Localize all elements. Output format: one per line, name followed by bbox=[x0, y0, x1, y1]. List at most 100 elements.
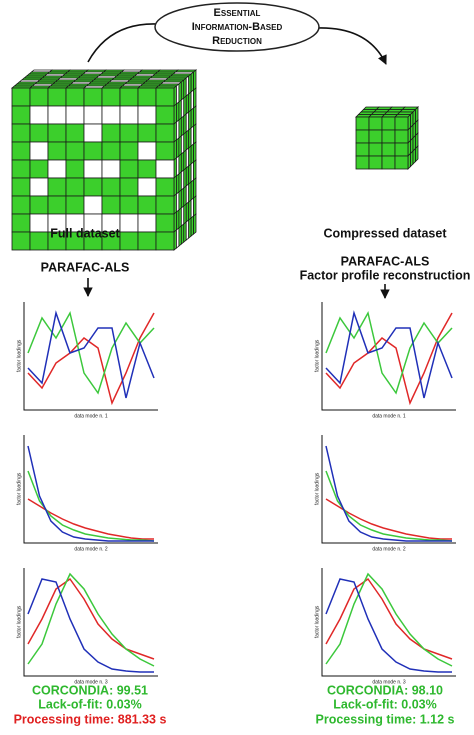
cube-cell bbox=[29, 213, 49, 233]
series-line bbox=[325, 498, 452, 540]
series-line bbox=[325, 572, 453, 667]
cube-cell bbox=[119, 123, 139, 143]
stat: Lack-of-fit: 0.03% bbox=[38, 697, 142, 711]
cube-cell bbox=[193, 159, 197, 181]
cube-cell bbox=[119, 87, 139, 107]
cube-cell bbox=[155, 105, 175, 125]
title-ellipse bbox=[154, 2, 320, 52]
y-axis-label: factor loadings bbox=[16, 605, 22, 638]
dataset-label: Compressed dataset bbox=[324, 226, 448, 240]
cube-cell bbox=[65, 87, 85, 107]
cube-cell bbox=[355, 142, 370, 157]
cube-cell bbox=[355, 155, 370, 170]
x-axis-label: data mode n. 2 bbox=[74, 546, 108, 552]
cube-cell bbox=[119, 105, 139, 125]
series-line bbox=[325, 470, 453, 542]
cube-cell bbox=[193, 69, 197, 91]
title-line: Reduction bbox=[212, 35, 262, 47]
y-axis-label: factor loadings bbox=[314, 472, 320, 505]
cube-cell bbox=[394, 155, 409, 170]
cube-cell bbox=[137, 213, 157, 233]
cube-cell bbox=[155, 213, 175, 233]
method-label: PARAFAC-ALS bbox=[41, 260, 130, 274]
cube-cell bbox=[29, 123, 49, 143]
title-line: Information-Based bbox=[192, 21, 283, 33]
cube-cell bbox=[193, 105, 197, 127]
series-line bbox=[27, 572, 155, 667]
cube-cell bbox=[137, 141, 157, 161]
cube-cell bbox=[381, 116, 396, 131]
series-line bbox=[325, 445, 452, 542]
cube-cell bbox=[101, 159, 121, 179]
cube-cell bbox=[155, 123, 175, 143]
series-line bbox=[325, 577, 453, 660]
cube-cell bbox=[11, 177, 31, 197]
cube-cell bbox=[119, 231, 139, 251]
cube-cell bbox=[101, 195, 121, 215]
cube-cell bbox=[193, 213, 197, 235]
cube-cell bbox=[119, 213, 139, 233]
cube-cell bbox=[47, 105, 67, 125]
series-line bbox=[27, 577, 155, 660]
cube-cell bbox=[47, 195, 67, 215]
cube-cell bbox=[368, 155, 383, 170]
cube-cell bbox=[381, 129, 396, 144]
cube-cell bbox=[83, 177, 103, 197]
cube-cell bbox=[394, 116, 409, 131]
cube-cell bbox=[137, 195, 157, 215]
x-axis-label: data mode n. 2 bbox=[372, 546, 406, 552]
stat: Processing time: 881.33 s bbox=[14, 712, 167, 726]
cube-cell bbox=[65, 141, 85, 161]
cube-cell bbox=[101, 123, 121, 143]
cube-cell bbox=[137, 87, 157, 107]
cube-cell bbox=[11, 195, 31, 215]
cube-cell bbox=[368, 116, 383, 131]
x-axis-label: data mode n. 1 bbox=[372, 413, 406, 419]
title-line: Essential bbox=[214, 7, 261, 19]
cube-cell bbox=[155, 231, 175, 251]
stat: CORCONDIA: 98.10 bbox=[327, 683, 443, 697]
cube-cell bbox=[101, 141, 121, 161]
cube-cell bbox=[11, 141, 31, 161]
axes bbox=[23, 568, 158, 677]
cube-cell bbox=[65, 177, 85, 197]
cube-cell bbox=[193, 177, 197, 199]
series-line bbox=[27, 310, 155, 395]
cube-cell bbox=[83, 159, 103, 179]
cube-cell bbox=[47, 177, 67, 197]
cube-cell bbox=[119, 195, 139, 215]
cube-cell bbox=[368, 142, 383, 157]
axes bbox=[321, 435, 456, 544]
cube-cell bbox=[65, 195, 85, 215]
cube-cell bbox=[29, 177, 49, 197]
cube-cell bbox=[155, 87, 175, 107]
x-axis-label: data mode n. 1 bbox=[74, 413, 108, 419]
y-axis-label: factor loadings bbox=[314, 339, 320, 372]
cube-cell bbox=[394, 142, 409, 157]
dataset-label: Full dataset bbox=[50, 226, 120, 240]
cube-cell bbox=[65, 123, 85, 143]
cube-cell bbox=[29, 195, 49, 215]
cube-cell bbox=[83, 87, 103, 107]
cube-cell bbox=[368, 129, 383, 144]
cube-cell bbox=[101, 105, 121, 125]
x-axis-label: data mode n. 3 bbox=[74, 679, 108, 685]
cube-cell bbox=[137, 231, 157, 251]
cube-cell bbox=[11, 213, 31, 233]
cube-cell bbox=[47, 123, 67, 143]
y-axis-label: factor loadings bbox=[16, 472, 22, 505]
x-axis-label: data mode n. 3 bbox=[372, 679, 406, 685]
cube-cell bbox=[65, 105, 85, 125]
cube-cell bbox=[415, 145, 419, 163]
cube-cell bbox=[355, 116, 370, 131]
series-line bbox=[27, 578, 154, 673]
cube-cell bbox=[155, 195, 175, 215]
cube-cell bbox=[47, 141, 67, 161]
cube-cell bbox=[83, 105, 103, 125]
cube-cell bbox=[381, 142, 396, 157]
cube-cell bbox=[119, 159, 139, 179]
arrow bbox=[315, 27, 387, 65]
cube-cell bbox=[29, 105, 49, 125]
cube-cell bbox=[11, 159, 31, 179]
y-axis-label: factor loadings bbox=[314, 605, 320, 638]
